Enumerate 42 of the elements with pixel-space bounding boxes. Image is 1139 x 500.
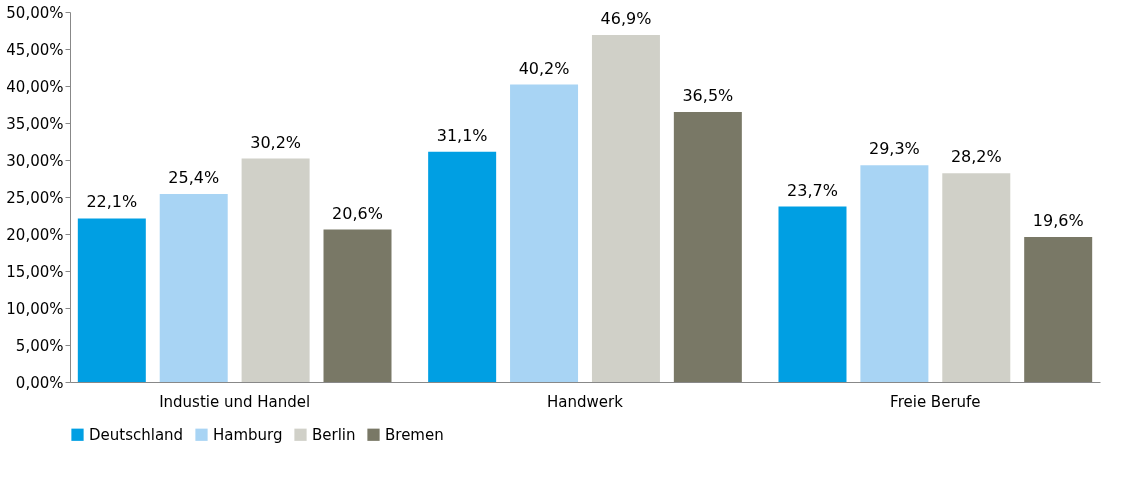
y-tick-label: 10,00% <box>6 299 64 318</box>
bar <box>241 158 310 382</box>
data-label: 25,4% <box>168 168 220 188</box>
data-label: 31,1% <box>436 125 488 145</box>
data-label: 28,2% <box>950 147 1002 167</box>
y-tick-label: 50,00% <box>6 3 64 22</box>
y-tick-label: 40,00% <box>6 77 64 96</box>
y-tick-label: 15,00% <box>6 262 64 281</box>
data-label: 29,3% <box>868 139 920 159</box>
y-tick-label: 0,00% <box>15 373 64 392</box>
y-tick-label: 20,00% <box>6 225 64 244</box>
y-tick-label: 30,00% <box>6 151 64 170</box>
data-label: 22,1% <box>86 192 138 212</box>
legend-label: Deutschland <box>89 425 184 444</box>
bar <box>323 229 392 382</box>
y-tick-label: 5,00% <box>15 336 64 355</box>
data-label: 30,2% <box>250 132 302 152</box>
data-label: 23,7% <box>787 180 838 200</box>
bar <box>591 34 660 382</box>
bar <box>1024 236 1093 382</box>
data-label: 40,2% <box>518 58 570 78</box>
bar <box>942 173 1011 382</box>
y-tick-label: 25,00% <box>6 188 64 207</box>
data-label: 36,5% <box>682 85 734 105</box>
x-tick-label: Industie und Handel <box>159 392 311 411</box>
x-tick-label: Freie Berufe <box>890 392 981 411</box>
y-tick-label: 45,00% <box>6 40 64 59</box>
bar <box>860 165 929 382</box>
legend-label: Berlin <box>312 425 356 444</box>
data-label: 46,9% <box>600 8 652 28</box>
data-label: 19,6% <box>1032 210 1084 230</box>
bar <box>673 111 742 382</box>
bar <box>77 218 146 382</box>
bar <box>778 206 847 382</box>
legend-label: Hamburg <box>213 425 283 444</box>
bar <box>159 194 228 382</box>
bar <box>428 151 497 382</box>
x-tick-label: Handwerk <box>547 392 624 411</box>
y-tick-label: 35,00% <box>6 114 64 133</box>
bar <box>510 84 579 382</box>
data-label: 20,6% <box>332 203 383 223</box>
legend-label: Bremen <box>385 425 444 444</box>
